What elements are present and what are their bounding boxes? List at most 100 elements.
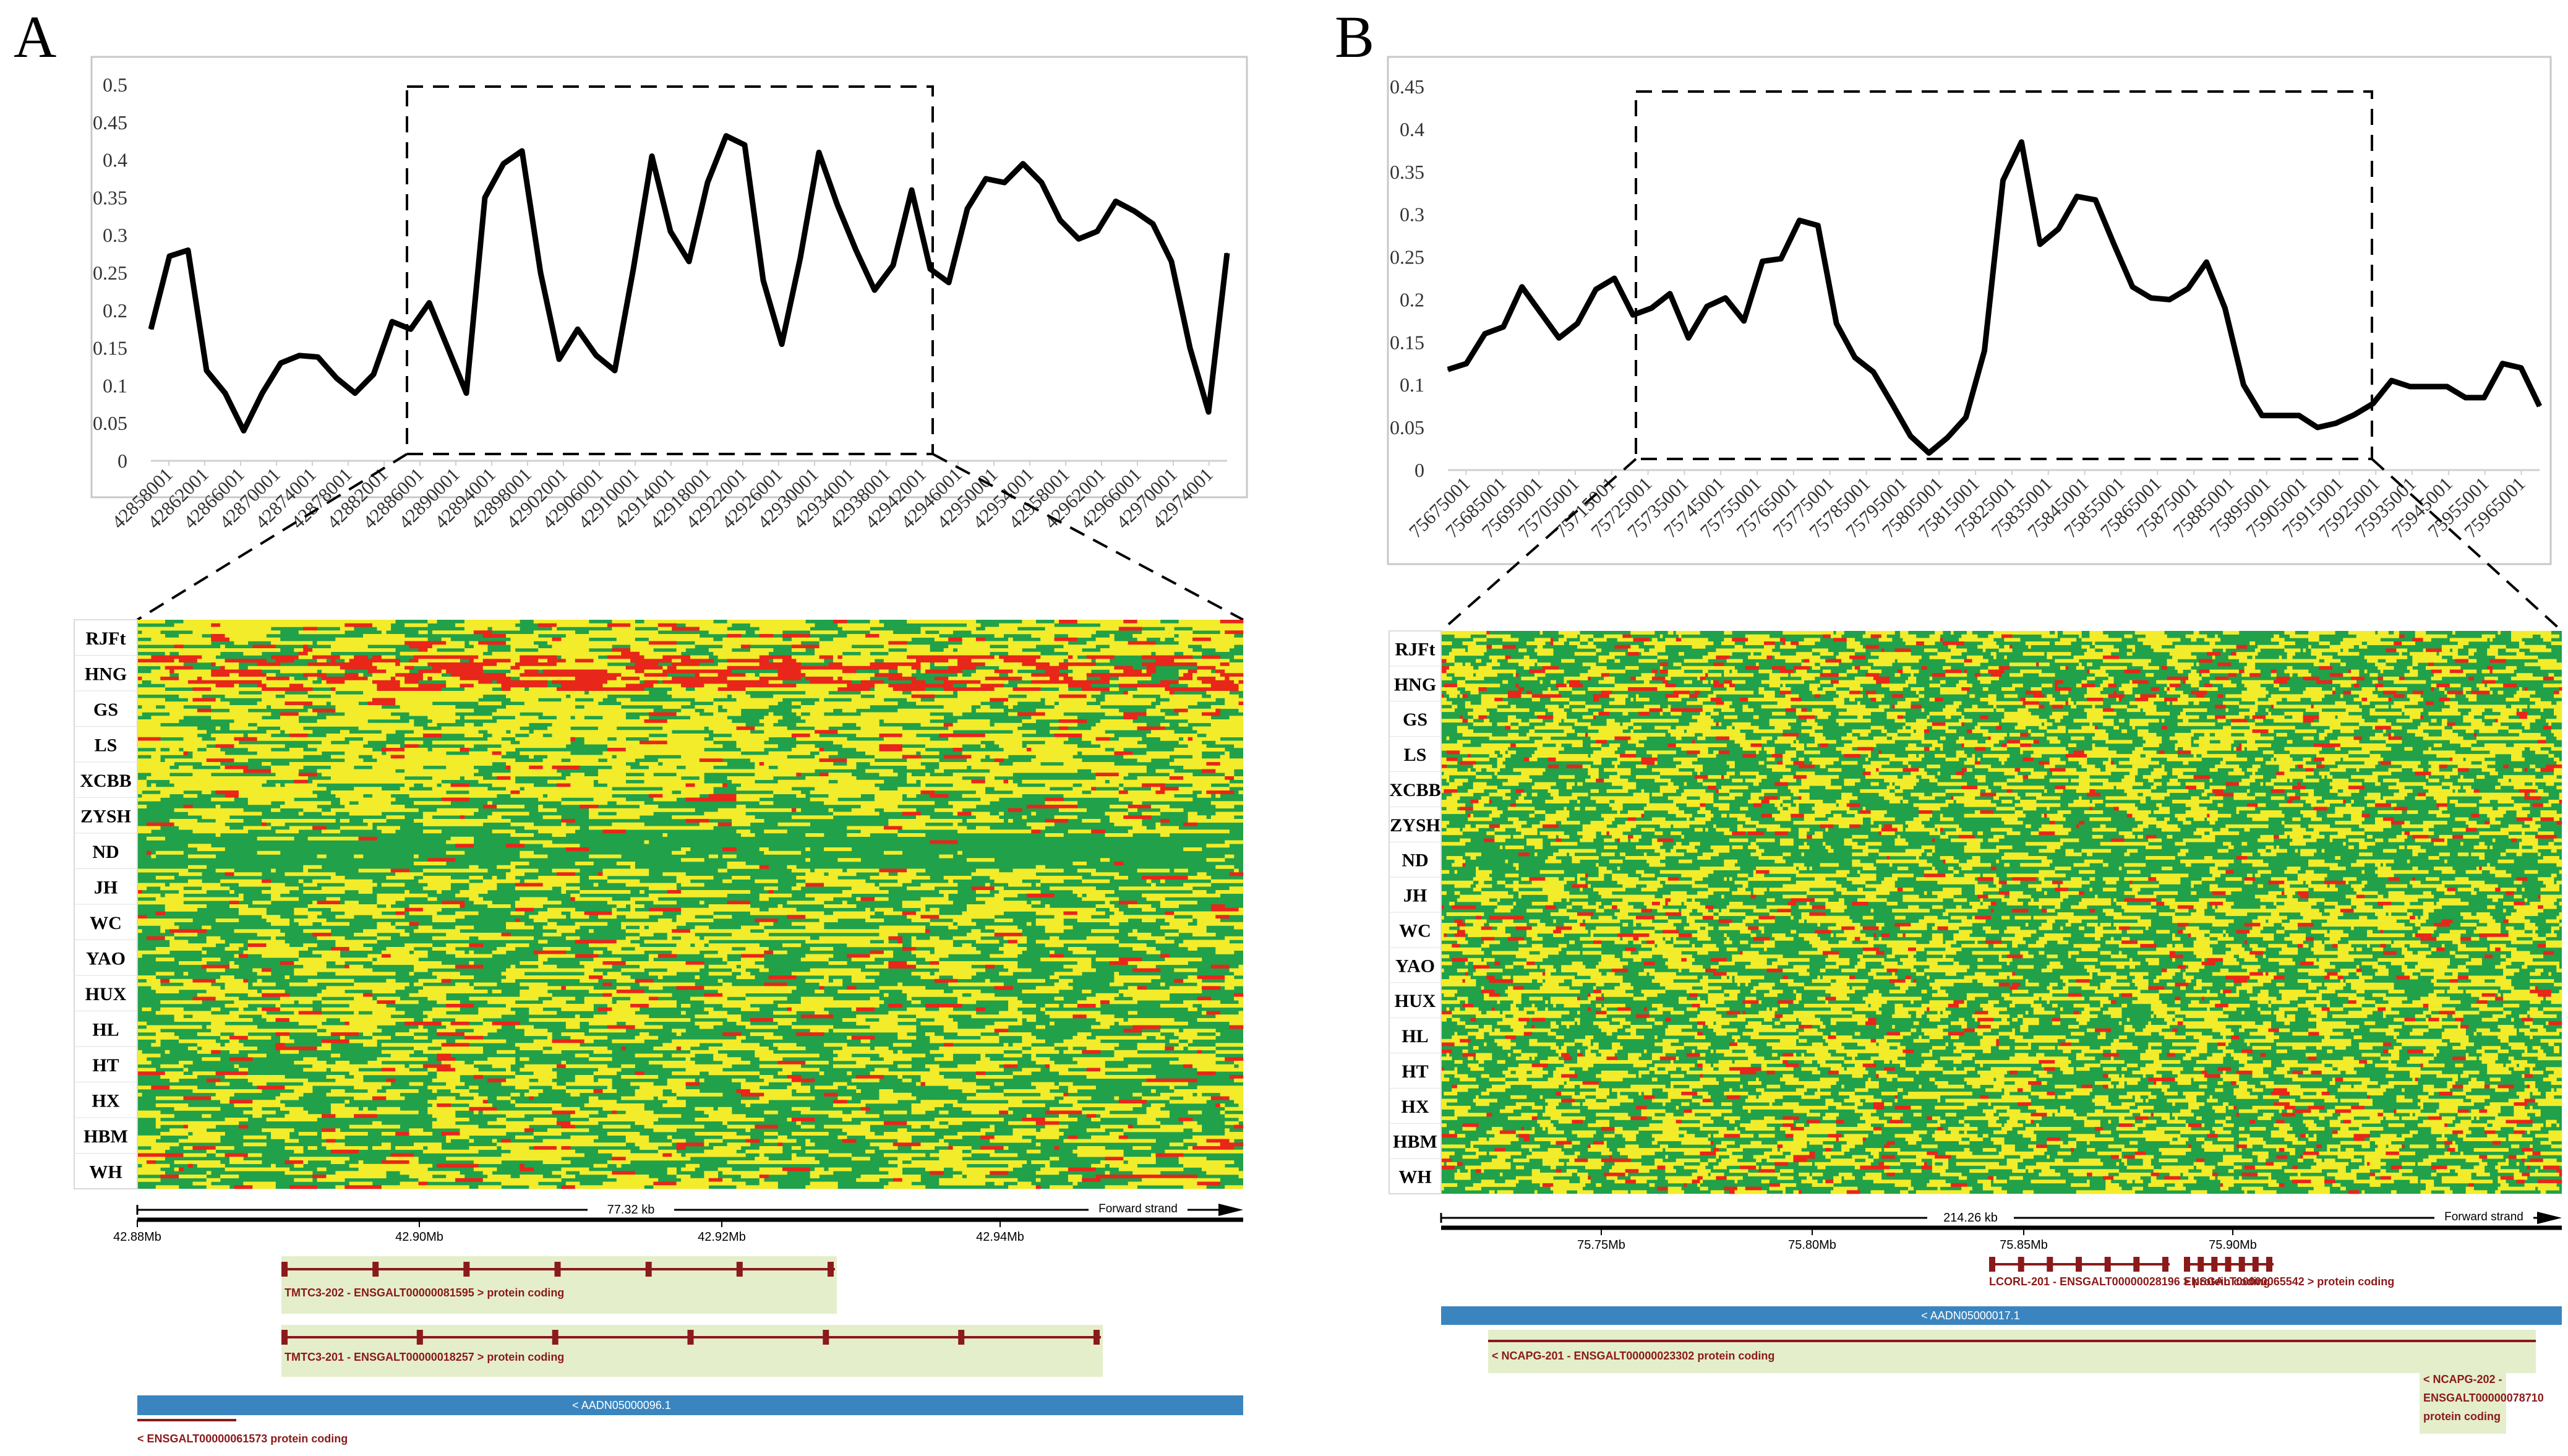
- data-point: [2335, 422, 2337, 424]
- data-point: [336, 377, 337, 379]
- gene-exon: [1094, 1330, 1100, 1345]
- y-tick-label: 0.05: [1390, 416, 1424, 439]
- chart-frame: [1387, 56, 2552, 565]
- data-point: [1152, 223, 1153, 225]
- population-label: WC: [90, 913, 122, 933]
- gene-exon: [281, 1262, 288, 1277]
- gene-exon: [958, 1330, 965, 1345]
- y-tick-label: 0.35: [1390, 161, 1424, 183]
- y-tick-label: 0.1: [1400, 374, 1424, 396]
- y-tick-label: 0.45: [1390, 75, 1424, 98]
- data-point: [559, 358, 560, 360]
- population-label: YAO: [1395, 956, 1435, 976]
- ruler-tick-label: 75.85Mb: [2000, 1238, 2048, 1252]
- y-tick-label: 0.3: [103, 224, 127, 246]
- extra-gene-box: [2420, 1366, 2506, 1434]
- data-point: [855, 249, 857, 251]
- population-label: XCBB: [80, 771, 131, 791]
- ruler-tick-label: 75.90Mb: [2209, 1238, 2257, 1252]
- gene-exon: [2018, 1257, 2024, 1272]
- data-point: [2021, 141, 2022, 143]
- data-point: [1004, 182, 1005, 184]
- population-label: HBM: [83, 1126, 128, 1147]
- gene-exon: [552, 1330, 559, 1345]
- gene-exon: [2266, 1257, 2272, 1272]
- population-label: JH: [94, 877, 118, 897]
- data-point: [1780, 258, 1782, 260]
- highlight-box: [406, 85, 934, 455]
- gene-exon: [2133, 1257, 2140, 1272]
- data-point: [187, 249, 189, 251]
- population-label: GS: [93, 700, 118, 720]
- bottom-gene-label: < ENSGALT00000061573 protein coding: [137, 1432, 348, 1445]
- gene-exon: [823, 1330, 829, 1345]
- data-point: [2113, 243, 2115, 245]
- panel-letter: A: [14, 4, 56, 70]
- y-tick-label: 0.5: [103, 74, 127, 96]
- contig-label: < AADN05000096.1: [572, 1399, 671, 1411]
- data-point: [1799, 220, 1800, 221]
- contig-bar: [1441, 1306, 2562, 1325]
- data-point: [1539, 312, 1541, 314]
- data-point: [1521, 286, 1523, 288]
- series-line: [1447, 139, 2543, 456]
- data-point: [2465, 396, 2467, 398]
- data-point: [2261, 414, 2263, 416]
- gene-exon: [2184, 1257, 2190, 1272]
- population-label: HUX: [85, 984, 127, 1004]
- data-point: [1502, 326, 1504, 328]
- population-label: ZYSH: [1390, 815, 1440, 836]
- data-point: [521, 150, 523, 152]
- population-label: WH: [1398, 1167, 1431, 1188]
- extra-gene-label: < NCAPG-202 -: [2423, 1373, 2502, 1385]
- data-point: [1687, 337, 1689, 339]
- data-point: [1171, 260, 1172, 262]
- bottom-gene-label: < NCAPG-201 - ENSGALT00000023302 protein…: [1492, 1350, 1774, 1362]
- ruler-tick-label: 42.88Mb: [113, 1230, 161, 1244]
- strand-label-bg: [2434, 1208, 2533, 1227]
- length-label-bg: [588, 1201, 674, 1218]
- data-point: [1965, 416, 1967, 418]
- data-point: [651, 155, 653, 157]
- data-point: [1669, 293, 1671, 294]
- ruler-tick-label: 42.94Mb: [976, 1230, 1024, 1244]
- gene-exon: [2047, 1257, 2053, 1272]
- data-point: [225, 392, 226, 394]
- data-point: [930, 268, 931, 270]
- gene-exon: [2076, 1257, 2082, 1272]
- data-point: [2353, 414, 2355, 416]
- data-point: [1836, 323, 1838, 324]
- data-point: [1097, 231, 1098, 233]
- data-point: [2243, 384, 2245, 386]
- y-tick-label: 0.15: [1390, 331, 1424, 353]
- population-label: JH: [1403, 886, 1427, 906]
- data-point: [1059, 219, 1061, 221]
- data-point: [1134, 210, 1135, 212]
- data-point: [1226, 252, 1228, 254]
- gene-exon: [828, 1262, 834, 1277]
- data-point: [911, 189, 912, 191]
- length-label: 214.26 kb: [1943, 1211, 1998, 1225]
- data-point: [280, 362, 281, 364]
- data-point: [1984, 350, 1985, 352]
- gene-exon: [2162, 1257, 2168, 1272]
- gene-exon: [2252, 1257, 2259, 1272]
- y-tick-label: 0.35: [93, 186, 127, 208]
- y-tick-label: 0.15: [93, 337, 127, 359]
- data-point: [2502, 362, 2504, 364]
- zoom-connector-right: [2371, 458, 2563, 632]
- gene-label: TMTC3-201 - ENSGALT00000018257 > protein…: [285, 1351, 564, 1363]
- gene-exon: [2104, 1257, 2111, 1272]
- contig-label: < AADN05000017.1: [1921, 1309, 2020, 1322]
- ruler-tick-label: 42.90Mb: [395, 1230, 443, 1244]
- data-point: [614, 370, 615, 372]
- data-point: [299, 354, 300, 356]
- y-tick-label: 0.4: [103, 149, 127, 171]
- data-point: [818, 152, 820, 153]
- data-point: [2317, 427, 2318, 429]
- gene-label: ENSGALT00000065542 > protein coding: [2184, 1275, 2394, 1288]
- strand-arrow: [1218, 1204, 1243, 1216]
- data-point: [837, 204, 838, 206]
- data-point: [243, 430, 244, 432]
- data-point: [2280, 414, 2282, 416]
